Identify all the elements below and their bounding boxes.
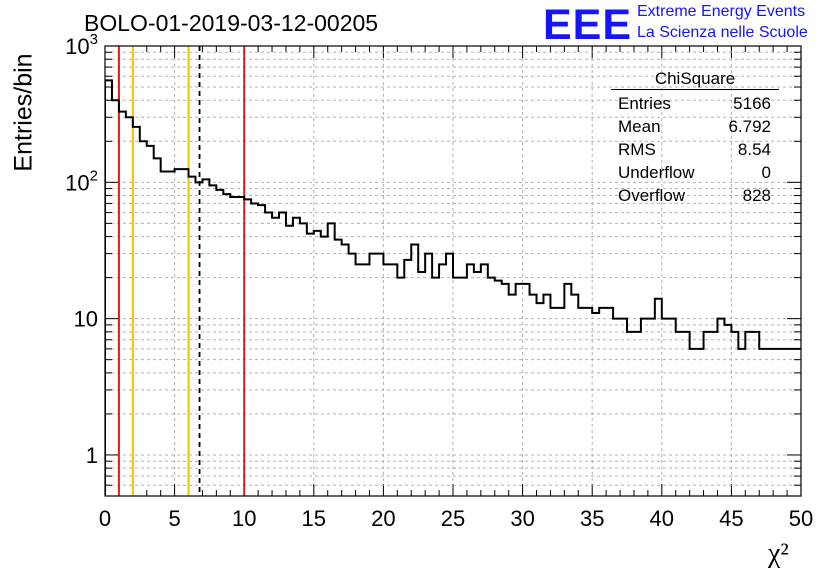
y-tick-label: 102 — [65, 167, 98, 195]
stats-rows: Entries 5166 Mean 6.792 RMS 8.54 Underflow 0 Ove… — [611, 92, 779, 207]
x-tick-label: 35 — [580, 506, 604, 531]
histogram-series — [105, 79, 801, 496]
stats-value: 828 — [742, 186, 771, 205]
y-tick-exponent: 3 — [90, 31, 98, 48]
chart-title: BOLO-01-2019-03-12-00205 — [84, 10, 379, 36]
x-tick-label: 40 — [650, 506, 674, 531]
x-tick-label: 45 — [719, 506, 743, 531]
stats-label: Underflow — [618, 163, 695, 182]
y-tick-base: 10 — [74, 307, 98, 332]
stats-value: 8.54 — [737, 140, 771, 159]
stats-box: ChiSquare Entries 5166 Mean 6.792 RMS 8.54 Und… — [611, 68, 779, 207]
eee-logo: EEE — [543, 1, 633, 49]
stats-label: Mean — [618, 117, 661, 136]
x-tick-label: 25 — [441, 506, 465, 531]
y-tick-base: 10 — [65, 170, 89, 195]
x-tick-label: 30 — [510, 506, 534, 531]
stats-row-overflow: Overflow 828 — [611, 184, 779, 207]
stats-value: 6.792 — [728, 117, 771, 136]
logo-line-2: La Scienza nelle Scuole — [637, 24, 808, 41]
x-tick-label: 20 — [371, 506, 395, 531]
x-tick-label: 15 — [302, 506, 326, 531]
stats-title: ChiSquare — [611, 68, 779, 90]
x-axis-label: χ² — [768, 538, 789, 569]
y-tick-base: 1 — [86, 443, 98, 468]
stats-value: 0 — [761, 163, 771, 182]
x-tick-label: 10 — [232, 506, 256, 531]
stats-value: 5166 — [733, 94, 771, 113]
x-tick-label: 50 — [789, 506, 813, 531]
stats-row-entries: Entries 5166 — [611, 92, 779, 115]
x-tick-label: 5 — [168, 506, 180, 531]
plot-frame — [104, 45, 802, 497]
logo-line-1: Extreme Energy Events — [637, 3, 806, 20]
stats-row-rms: RMS 8.54 — [611, 138, 779, 161]
y-tick-label: 103 — [65, 31, 98, 59]
y-tick-exponent: 2 — [90, 167, 98, 184]
stats-label: Entries — [618, 94, 671, 113]
stats-row-underflow: Underflow 0 — [611, 161, 779, 184]
y-tick-label: 1 — [86, 443, 98, 468]
y-tick-label: 10 — [74, 307, 98, 332]
stats-label: Overflow — [618, 186, 686, 205]
x-tick-label: 0 — [99, 506, 111, 531]
stats-label: RMS — [618, 140, 656, 159]
stats-row-mean: Mean 6.792 — [611, 115, 779, 138]
y-tick-base: 10 — [65, 34, 89, 59]
